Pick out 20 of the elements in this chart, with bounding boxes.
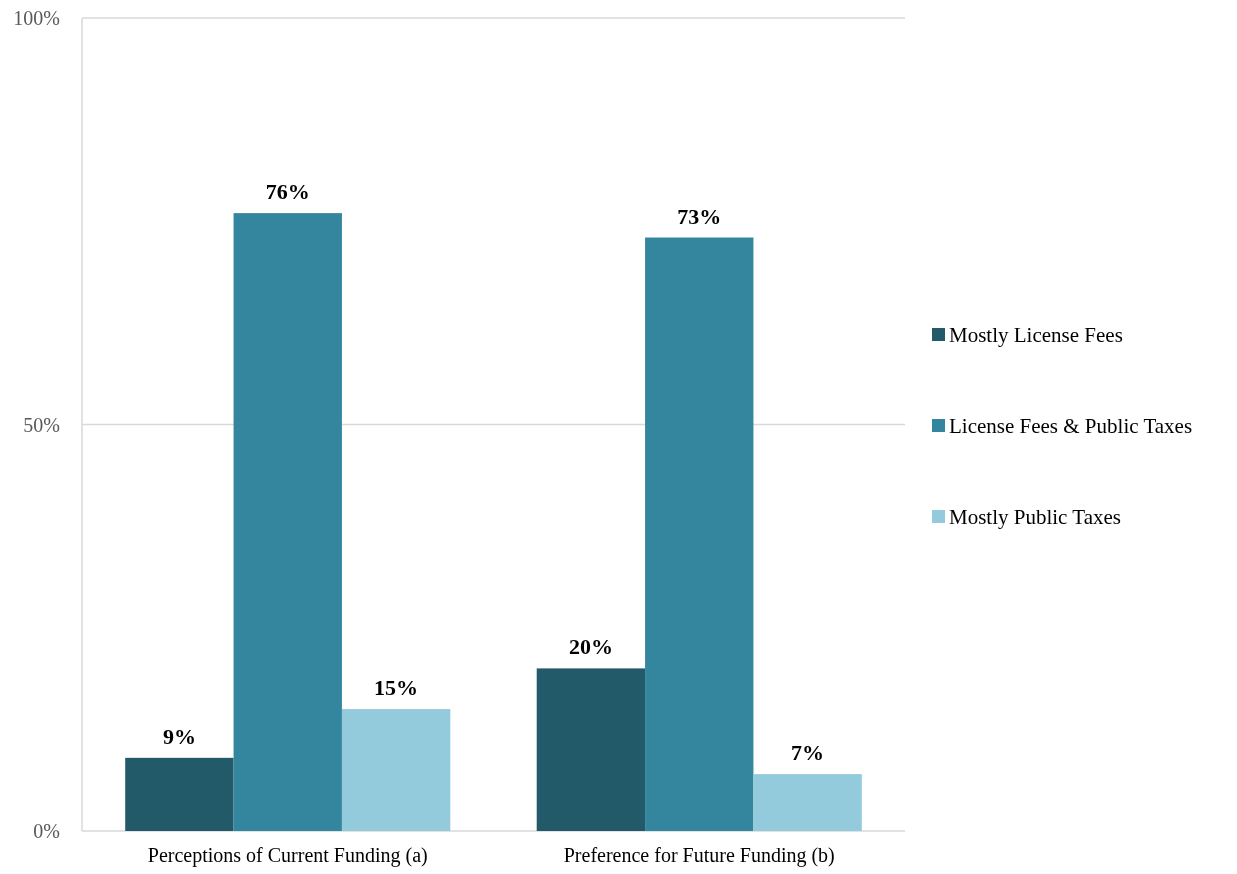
data-label: 73% [677, 203, 722, 229]
legend-label: License Fees & Public Taxes [949, 414, 1193, 439]
y-tick-label: 0% [33, 820, 60, 842]
data-label: 7% [791, 740, 825, 766]
legend-label: Mostly License Fees [949, 323, 1123, 348]
data-label: 20% [568, 634, 613, 660]
data-label: 9% [162, 723, 196, 749]
y-tick-label: 100% [13, 7, 60, 29]
y-tick-label: 50% [23, 413, 60, 436]
data-label: 76% [265, 179, 310, 205]
x-tick-label: Perceptions of Current Funding (a) [147, 844, 428, 867]
x-tick-label: Preference for Future Funding (b) [563, 844, 835, 867]
data-label: 15% [374, 675, 419, 701]
bar [753, 774, 862, 831]
bar [536, 668, 646, 831]
bar [341, 709, 451, 831]
bar [645, 237, 754, 831]
legend-label: Mostly Public Taxes [949, 505, 1121, 530]
bar [233, 213, 342, 831]
bar [125, 757, 234, 831]
